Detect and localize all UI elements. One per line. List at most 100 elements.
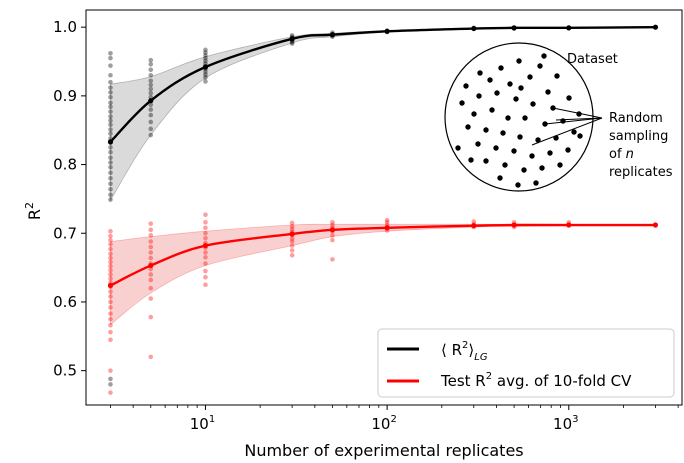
point-series-1 [289, 236, 295, 242]
point-series-1 [148, 233, 154, 238]
point-series-1 [289, 226, 295, 232]
point-series-1 [148, 239, 154, 244]
point-series-1 [203, 261, 208, 266]
point-series-1 [108, 228, 113, 234]
point-series-1 [148, 314, 154, 320]
point-series-0 [108, 170, 113, 176]
point-series-0 [108, 63, 113, 68]
dataset-dot [502, 162, 508, 168]
point-series-1 [108, 311, 113, 316]
point-series-0 [203, 72, 208, 77]
point-series-0 [108, 55, 113, 61]
point-series-0 [108, 50, 113, 56]
point-series-0 [108, 160, 113, 165]
point-series-0 [108, 85, 113, 90]
point-series-0 [148, 78, 154, 84]
point-series-0 [148, 61, 154, 67]
point-series-0 [108, 72, 113, 78]
dataset-dot [459, 100, 465, 106]
x-tick-label: 101 [190, 414, 215, 433]
point-series-0 [108, 131, 113, 136]
point-series-1 [148, 296, 154, 301]
point-series-0 [148, 86, 154, 92]
mean-line-series-0 [109, 25, 656, 143]
mean-point-series-0 [329, 32, 336, 38]
mean-point-series-1 [289, 231, 295, 237]
point-series-0 [108, 187, 113, 192]
dataset-dot [577, 133, 583, 139]
point-series-0 [108, 149, 113, 155]
point-series-1 [289, 248, 295, 253]
point-series-1 [203, 254, 208, 260]
point-series-0 [108, 155, 113, 160]
point-series-1 [203, 225, 208, 231]
point-series-0 [289, 41, 295, 46]
inset-title: Dataset [567, 52, 618, 67]
y-tick-label: 0.8 [53, 156, 77, 174]
dataset-dot [494, 90, 500, 96]
dataset-dot [493, 145, 499, 151]
point-series-1 [148, 285, 154, 291]
point-series-1 [108, 299, 113, 305]
dataset-dot [530, 101, 536, 107]
point-series-1 [108, 329, 113, 335]
point-series-1 [330, 222, 335, 228]
mean-point-series-0 [566, 25, 572, 31]
inset-line-3: of n [609, 147, 634, 162]
mean-point-series-0 [652, 24, 659, 30]
dataset-dot [483, 158, 489, 164]
point-series-0 [203, 79, 208, 84]
point-series-1 [203, 268, 208, 274]
point-series-0 [108, 114, 113, 119]
dataset-dot [489, 107, 495, 113]
dataset-dot [539, 165, 545, 171]
point-series-1 [203, 250, 208, 255]
mean-point-series-0 [384, 28, 390, 34]
sampling-lines [531, 107, 603, 146]
point-series-1 [289, 243, 295, 248]
point-series-0 [203, 58, 208, 64]
point-series-1 [148, 250, 154, 255]
point-series-0 [108, 165, 113, 170]
point-series-0 [108, 100, 113, 106]
point-series-0 [148, 107, 154, 112]
point-series-0 [108, 104, 113, 110]
point-series-1 [108, 289, 113, 294]
mean-point-series-1 [652, 222, 659, 228]
mean-point-series-1 [566, 222, 572, 228]
mean-line-series-1 [109, 223, 656, 287]
point-series-1 [108, 390, 113, 395]
point-series-1 [330, 233, 335, 238]
dataset-inset: Dataset Random sampling of n replicates [444, 42, 673, 192]
point-series-0 [203, 75, 208, 80]
point-series-0 [108, 382, 113, 387]
dataset-dot [529, 153, 535, 159]
mean-point-series-1 [202, 243, 209, 249]
dataset-dot [483, 127, 489, 133]
mean-point-series-1 [511, 222, 517, 228]
sampling-line [544, 117, 603, 125]
point-series-1 [108, 241, 113, 247]
point-series-1 [108, 272, 113, 277]
dataset-dot [518, 85, 524, 91]
point-series-0 [108, 176, 113, 181]
point-series-0 [148, 102, 154, 108]
point-series-1 [108, 263, 113, 269]
dataset-dots [455, 53, 583, 188]
y-axis-ticks: 0.5 0.6 0.7 0.8 0.9 1.0 [53, 18, 86, 380]
point-series-0 [203, 69, 208, 75]
point-series-0 [203, 47, 208, 53]
point-series-1 [108, 246, 113, 252]
point-series-1 [203, 282, 208, 288]
inset-line-4: replicates [609, 165, 673, 180]
y-tick-label: 0.6 [53, 293, 77, 311]
point-series-0 [108, 376, 113, 382]
y-tick-label: 0.7 [53, 224, 77, 242]
mean-point-series-1 [329, 227, 336, 233]
mean-point-series-1 [471, 223, 477, 229]
dataset-dot [516, 58, 522, 64]
point-series-1 [108, 316, 113, 322]
point-series-1 [108, 233, 113, 239]
dataset-dot [500, 130, 506, 136]
